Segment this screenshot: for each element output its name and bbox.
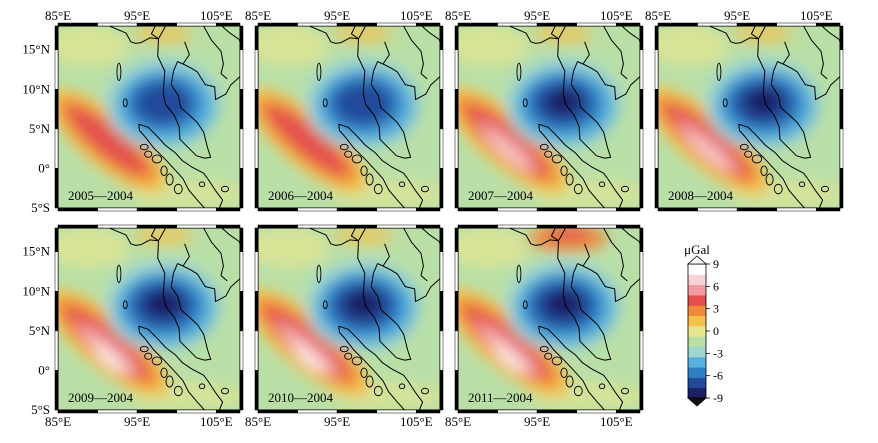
map-panel: 2008—2004 85°E 95°E 105°E: [645, 8, 844, 212]
colorbar-tick-label: -3: [713, 346, 723, 360]
lat-tick-label: 10°N: [22, 81, 50, 96]
lon-tick-label: 95°E: [724, 8, 750, 23]
lon-tick-label: 105°E: [400, 8, 433, 23]
colorbar-segment: [688, 274, 706, 286]
lon-tick-label: 85°E: [45, 8, 71, 23]
lon-tick-label: 85°E: [45, 414, 71, 429]
lon-tick-label: 105°E: [200, 8, 233, 23]
colorbar-tick-label: 9: [713, 257, 719, 271]
panel-label: 2007—2004: [468, 188, 534, 203]
colorbar-segment: [688, 377, 706, 389]
colorbar-tick-label: -9: [713, 391, 723, 405]
lon-tick-label: 95°E: [324, 8, 350, 23]
colorbar-segment: [688, 284, 706, 296]
lat-tick-label: 10°N: [22, 283, 50, 298]
colorbar-max-arrow: [686, 255, 708, 265]
lon-tick-label: 85°E: [445, 414, 471, 429]
lon-tick-label: 85°E: [245, 8, 271, 23]
lon-tick-label: 105°E: [400, 414, 433, 429]
colorbar: μGal 9 6 3 0 -3 -6 -9: [684, 242, 723, 407]
lon-tick-label: 105°E: [600, 414, 633, 429]
map-panel: 2011—2004 85°E 95°E 105°E: [445, 224, 644, 429]
colorbar-segment: [688, 387, 706, 399]
colorbar-segment: [688, 264, 706, 275]
map-panel: 2010—2004 85°E 95°E 105°E: [245, 224, 444, 429]
map-panel: 2007—2004 85°E 95°E 105°E: [445, 8, 644, 212]
lon-tick-label: 95°E: [324, 414, 350, 429]
lat-tick-label: 0°: [38, 160, 50, 175]
lon-tick-label: 85°E: [645, 8, 671, 23]
panel-label: 2011—2004: [468, 390, 533, 405]
colorbar-segment: [688, 325, 706, 337]
panel-label: 2010—2004: [268, 390, 334, 405]
lat-tick-label: 5°S: [31, 402, 50, 417]
panel-label: 2005—2004: [68, 188, 134, 203]
map-panel: 2005—2004 85°E 95°E 105°E 15°N 10°N 5°N 0° 5°S: [22, 8, 244, 215]
colorbar-segment: [688, 346, 706, 358]
lat-tick-label: 15°N: [22, 244, 50, 259]
colorbar-tick-label: 6: [713, 279, 719, 293]
lon-tick-label: 95°E: [124, 414, 150, 429]
colorbar-segment: [688, 336, 706, 347]
panel-label: 2008—2004: [668, 188, 734, 203]
lon-tick-label: 95°E: [524, 8, 550, 23]
lat-tick-label: 0°: [38, 362, 50, 377]
panel-label: 2006—2004: [268, 188, 334, 203]
lon-tick-label: 95°E: [524, 414, 550, 429]
lat-tick-label: 15°N: [22, 42, 50, 57]
lat-tick-label: 5°N: [29, 121, 51, 136]
colorbar-segment: [688, 294, 706, 306]
lon-tick-label: 105°E: [200, 414, 233, 429]
lat-tick-label: 5°N: [29, 323, 51, 338]
map-panel: 2006—2004 85°E 95°E 105°E: [245, 8, 444, 212]
lon-tick-label: 105°E: [800, 8, 833, 23]
colorbar-min-arrow: [686, 397, 708, 407]
lon-tick-label: 85°E: [445, 8, 471, 23]
colorbar-segment: [688, 305, 706, 317]
lon-tick-label: 95°E: [124, 8, 150, 23]
lat-tick-label: 5°S: [31, 200, 50, 215]
colorbar-unit: μGal: [684, 242, 710, 257]
map-panel: 2009—2004 85°E 95°E 105°E 15°N 10°N 5°N 0° 5°S: [22, 224, 244, 429]
colorbar-segment: [688, 315, 706, 327]
colorbar-segment: [688, 356, 706, 368]
colorbar-tick-label: 3: [713, 302, 719, 316]
colorbar-tick-label: -6: [713, 369, 723, 383]
lon-tick-label: 85°E: [245, 414, 271, 429]
colorbar-segment: [688, 367, 706, 378]
colorbar-tick-label: 0: [713, 324, 719, 338]
lon-tick-label: 105°E: [600, 8, 633, 23]
panel-label: 2009—2004: [68, 390, 134, 405]
